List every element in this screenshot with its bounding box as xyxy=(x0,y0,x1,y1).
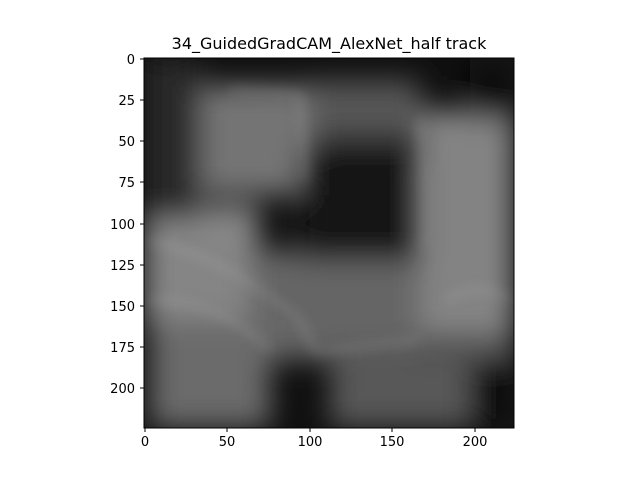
chart-title: 34_GuidedGradCAM_AlexNet_half track xyxy=(172,34,487,54)
y-tick-label: 100 xyxy=(110,218,135,233)
x-axis: 0 50 100 150 200 xyxy=(141,428,488,450)
y-tick-label: 175 xyxy=(110,341,135,356)
y-tick-label: 125 xyxy=(110,259,135,274)
y-axis: 0 25 50 75 100 125 150 175 200 xyxy=(110,53,144,397)
y-tick-label: 200 xyxy=(110,382,135,397)
y-tick-label: 25 xyxy=(118,94,135,109)
x-tick-label: 0 xyxy=(141,435,149,450)
axes-frame xyxy=(143,57,515,429)
x-tick-label: 100 xyxy=(298,435,323,450)
x-tick-label: 150 xyxy=(380,435,405,450)
x-tick-label: 50 xyxy=(219,435,236,450)
y-tick-label: 50 xyxy=(118,135,135,150)
y-tick-label: 150 xyxy=(110,300,135,315)
saliency-image xyxy=(144,58,514,428)
x-tick-label: 200 xyxy=(463,435,488,450)
y-tick-label: 75 xyxy=(118,176,135,191)
y-tick-label: 0 xyxy=(127,53,135,68)
